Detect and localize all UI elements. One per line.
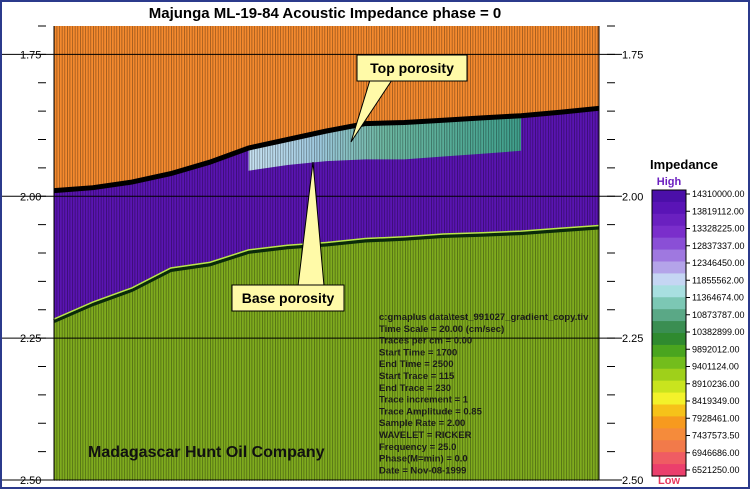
colorbar-swatch [652, 321, 686, 334]
colorbar-high-label: High [657, 176, 682, 188]
colorbar-value: 11855562.00 [692, 275, 744, 285]
colorbar-value: 12346450.00 [692, 258, 745, 268]
colorbar-value: 9401124.00 [692, 362, 739, 372]
colorbar-value: 6521250.00 [692, 465, 740, 475]
info-line: Trace Amplitude = 0.85 [379, 406, 483, 417]
base-horizon-line [53, 225, 600, 323]
info-line: Phase(M=min) = 0.0 [379, 454, 468, 465]
callout-top-label: Top porosity [370, 60, 454, 76]
info-line: c:gmaplus data\test_991027_gradient_copy… [379, 312, 589, 323]
info-line: Sample Rate = 2.00 [379, 418, 465, 429]
colorbar-swatch [652, 273, 686, 286]
info-line: Time Scale = 20.00 (cm/sec) [379, 324, 504, 335]
colorbar-value: 10873787.00 [692, 310, 745, 320]
left-minor-ticks [38, 25, 46, 481]
callout-base-label: Base porosity [242, 290, 335, 306]
colorbar-low-label: Low [658, 475, 680, 487]
colorbar-value: 8910236.00 [692, 379, 740, 389]
colorbar-swatch [652, 285, 686, 298]
colorbar-swatch [652, 452, 686, 465]
callout-top-porosity: Top porosity [350, 54, 468, 143]
colorbar-swatch [652, 440, 686, 453]
info-line: Traces per cm = 0.00 [379, 336, 472, 347]
colorbar-swatch [652, 261, 686, 275]
colorbar-value: 8419349.00 [692, 396, 740, 406]
colorbar-swatch [652, 249, 686, 263]
colorbar-border [651, 189, 687, 477]
colorbar-value: 9892012.00 [692, 344, 740, 354]
info-line: Start Trace = 115 [379, 371, 455, 382]
colorbar-value: 12837337.00 [692, 241, 745, 251]
info-line: Frequency = 25.0 [379, 442, 456, 453]
colorbar-value: 7437573.50 [692, 431, 740, 441]
colorbar-swatch [652, 428, 686, 441]
seismic-section [53, 26, 600, 481]
y-tick-left-2-50: 2.50 [20, 475, 41, 487]
colorbar-value: 7928461.00 [692, 413, 740, 423]
top-horizon-line [53, 105, 600, 194]
y-tick-right-2-00: 2.00 [622, 191, 643, 203]
colorbar-swatch [652, 392, 686, 406]
colorbar-swatch [652, 225, 686, 239]
colorbar-value: 13819112.00 [692, 206, 744, 216]
right-minor-ticks [607, 25, 615, 481]
callout-base-box [231, 284, 345, 312]
colorbar-swatch [652, 368, 686, 382]
colorbar-swatch [652, 333, 686, 346]
colorbar-value: 11364674.00 [692, 293, 744, 303]
colorbar-labels: 14310000.00 13819112.00 13328225.00 1283733… [686, 189, 745, 475]
colorbar-value: 6946686.00 [692, 448, 740, 458]
info-line: WAVELET = RICKER [379, 430, 472, 441]
y-tick-right-2-50: 2.50 [622, 475, 643, 487]
callout-top-box [356, 54, 468, 82]
callout-base-porosity: Base porosity [231, 161, 345, 312]
info-line: Date = Nov-08-1999 [379, 465, 466, 476]
info-line: Start Time = 1700 [379, 347, 457, 358]
info-line: End Time = 2500 [379, 359, 454, 370]
colorbar-swatch [652, 237, 686, 251]
colorbar-swatch [652, 380, 686, 394]
colorbar-swatch [652, 344, 686, 358]
y-tick-right-2-25: 2.25 [622, 333, 643, 345]
colorbar-swatch [652, 404, 686, 418]
trace-lines-overlay [54, 26, 599, 481]
colorbar-swatch [652, 201, 686, 215]
colorbar-swatch [652, 309, 686, 322]
colorbar-swatch [652, 190, 686, 203]
acquisition-info: c:gmaplus data\test_991027_gradient_copy… [379, 312, 589, 476]
base-horizon-highlight [53, 224, 600, 320]
colorbar-value: 13328225.00 [692, 224, 745, 234]
colorbar [651, 189, 687, 477]
colorbar-title: Impedance [650, 157, 718, 172]
y-tick-right-1-75: 1.75 [622, 49, 643, 61]
colorbar-swatch [652, 356, 686, 370]
y-tick-left-2-25: 2.25 [20, 333, 41, 345]
colorbar-swatch [652, 416, 686, 429]
info-line: End Trace = 230 [379, 383, 451, 394]
info-line: Trace increment = 1 [379, 395, 469, 406]
colorbar-swatch [652, 297, 686, 310]
company-label: Madagascar Hunt Oil Company [88, 444, 325, 461]
colorbar-swatch [652, 213, 686, 227]
colorbar-value: 10382899.00 [692, 327, 745, 337]
y-tick-left-1-75: 1.75 [20, 49, 41, 61]
colorbar-swatch [652, 464, 686, 477]
colorbar-value: 14310000.00 [692, 189, 745, 199]
y-tick-left-2-00: 2.00 [20, 191, 41, 203]
chart-title: Majunga ML-19-84 Acoustic Impedance phas… [149, 5, 501, 22]
